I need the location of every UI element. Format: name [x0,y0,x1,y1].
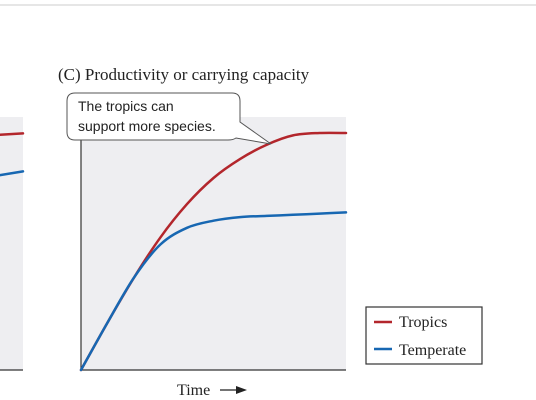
series-line-temperate [0,170,25,177]
plot-background [81,117,346,370]
callout-bubble [66,92,272,145]
series-line-tropics [0,132,25,136]
callout: The tropics can support more species. [66,92,272,145]
x-axis-arrow-icon [220,386,247,394]
left-series-layer [0,132,25,177]
main-series-layer [79,131,348,372]
panel-title: (C) Productivity or carrying capacity [58,65,310,84]
panel-c: (C) Productivity or carrying capacity Th… [58,65,348,399]
legend-label-temperate: Temperate [399,342,466,359]
left-panel [0,117,25,371]
legend-box [365,306,483,365]
x-axis-label: Time [177,382,210,399]
series-line-temperate [79,211,348,372]
left-plot-background [0,117,23,370]
callout-line-2: support more species. [78,118,216,134]
legend-label-tropics: Tropics [399,314,447,331]
legend: Tropics Temperate [365,306,483,365]
callout-line-1: The tropics can [78,98,174,114]
